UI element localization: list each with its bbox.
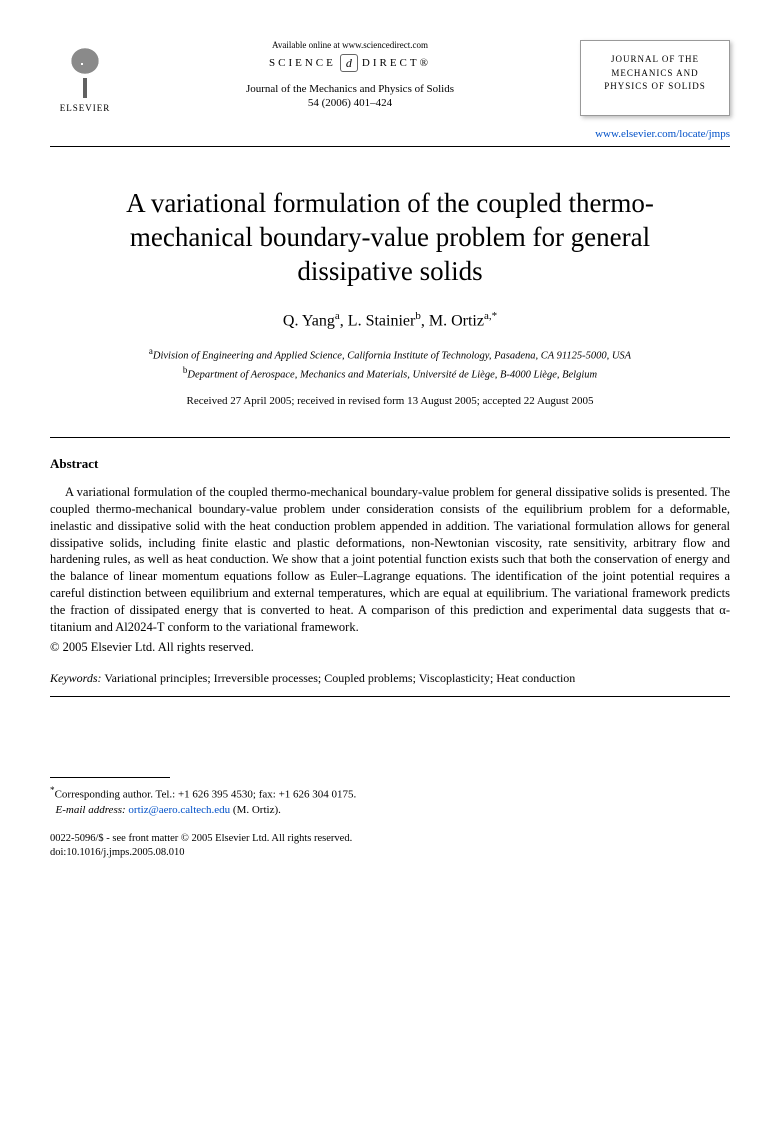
issn-line: 0022-5096/$ - see front matter © 2005 El… <box>50 832 730 846</box>
author-2: L. Stainier <box>348 313 416 330</box>
available-online-text: Available online at www.sciencedirect.co… <box>130 40 570 50</box>
received-dates: Received 27 April 2005; received in revi… <box>50 395 730 407</box>
sd-left: SCIENCE <box>269 57 336 69</box>
aff-a-text: Division of Engineering and Applied Scie… <box>153 350 631 361</box>
journal-ref-vol: 54 (2006) 401–424 <box>130 96 570 110</box>
author-3-sup: a, <box>484 310 492 322</box>
keywords-text: Variational principles; Irreversible pro… <box>102 671 576 685</box>
corresponding-footnote: *Corresponding author. Tel.: +1 626 395 … <box>50 784 730 818</box>
author-list: Q. Yanga, L. Stainierb, M. Ortiza,* <box>50 310 730 330</box>
email-line: E-mail address: ortiz@aero.caltech.edu (… <box>50 803 730 818</box>
author-3-corr: * <box>492 310 498 322</box>
publisher-label: ELSEVIER <box>60 103 111 113</box>
author-1-sup: a <box>335 310 340 322</box>
abstract-copyright: © 2005 Elsevier Ltd. All rights reserved… <box>50 640 730 655</box>
author-3: M. Ortiz <box>429 313 484 330</box>
front-matter-footer: 0022-5096/$ - see front matter © 2005 El… <box>50 832 730 859</box>
journal-homepage-link[interactable]: www.elsevier.com/locate/jmps <box>595 128 730 140</box>
email-suffix: (M. Ortiz). <box>230 804 281 816</box>
keywords: Keywords: Variational principles; Irreve… <box>50 671 730 686</box>
header-row: ELSEVIER Available online at www.science… <box>50 40 730 120</box>
affiliation-b: bDepartment of Aerospace, Mechanics and … <box>50 364 730 383</box>
abstract-heading: Abstract <box>50 456 730 472</box>
science-direct-logo: SCIENCE d DIRECT® <box>130 54 570 72</box>
corr-email-link[interactable]: ortiz@aero.caltech.edu <box>128 804 230 816</box>
corr-author-line: *Corresponding author. Tel.: +1 626 395 … <box>50 784 730 803</box>
corr-text: Corresponding author. Tel.: +1 626 395 4… <box>55 788 357 800</box>
affiliations: aDivision of Engineering and Applied Sci… <box>50 345 730 383</box>
author-1: Q. Yang <box>283 313 335 330</box>
journal-reference: Journal of the Mechanics and Physics of … <box>130 82 570 111</box>
author-2-sup: b <box>415 310 421 322</box>
sd-right: DIRECT® <box>362 57 431 69</box>
abstract-rule-bottom <box>50 696 730 697</box>
abstract-rule-top <box>50 437 730 438</box>
article-title: A variational formulation of the coupled… <box>80 187 700 288</box>
keywords-label: Keywords: <box>50 671 102 685</box>
journal-ref-name: Journal of the Mechanics and Physics of … <box>130 82 570 96</box>
journal-box-l2: MECHANICS AND <box>587 67 723 81</box>
journal-cover-box: JOURNAL OF THE MECHANICS AND PHYSICS OF … <box>580 40 730 116</box>
journal-box-l3: PHYSICS OF SOLIDS <box>587 80 723 94</box>
sd-symbol-icon: d <box>340 54 358 72</box>
journal-link-row: www.elsevier.com/locate/jmps <box>50 128 730 140</box>
header-rule <box>50 146 730 147</box>
email-label: E-mail address: <box>56 804 126 816</box>
affiliation-a: aDivision of Engineering and Applied Sci… <box>50 345 730 364</box>
abstract-body: A variational formulation of the coupled… <box>50 484 730 636</box>
aff-b-text: Department of Aerospace, Mechanics and M… <box>187 369 597 380</box>
footnote-separator <box>50 777 170 778</box>
journal-box-l1: JOURNAL OF THE <box>587 53 723 67</box>
header-center: Available online at www.sciencedirect.co… <box>120 40 580 111</box>
elsevier-tree-icon <box>55 40 115 100</box>
publisher-logo: ELSEVIER <box>50 40 120 120</box>
doi-line: doi:10.1016/j.jmps.2005.08.010 <box>50 846 730 860</box>
